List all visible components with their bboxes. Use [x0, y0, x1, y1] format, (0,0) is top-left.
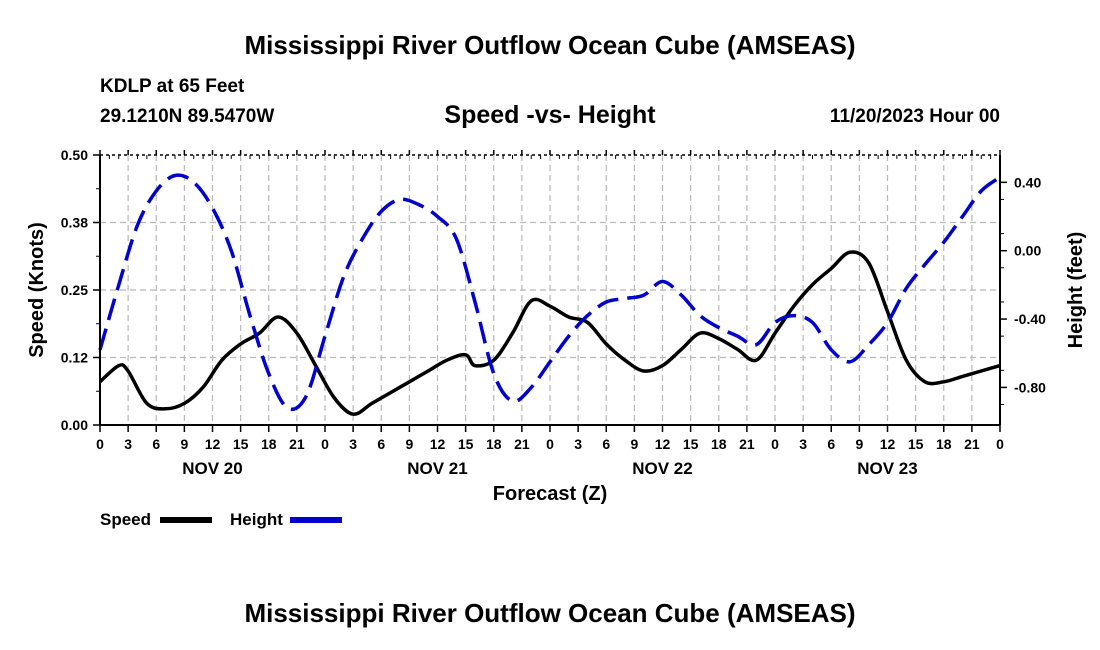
x-tick-label: 0 — [996, 436, 1004, 452]
x-tick-label: 6 — [827, 436, 835, 452]
day-label: NOV 20 — [182, 459, 242, 478]
y-left-tick-label: 0.38 — [61, 215, 88, 231]
y-left-tick-label: 0.50 — [61, 147, 88, 163]
y-left-tick-label: 0.00 — [61, 417, 88, 433]
x-tick-label: 12 — [880, 436, 896, 452]
x-tick-label: 3 — [574, 436, 582, 452]
x-tick-label: 12 — [655, 436, 671, 452]
x-tick-label: 12 — [205, 436, 221, 452]
y-right-axis-title: Height (feet) — [1065, 232, 1087, 349]
y-left-tick-label: 0.12 — [61, 350, 88, 366]
series-layer — [98, 173, 1002, 416]
axis-labels: 0 3 6 9 12 15 18 21 0 3 6 9 12 15 18 21 0 3 6 9 12 15 18 21 0 3 6 9… — [26, 147, 1087, 505]
x-tick-label: 21 — [739, 436, 755, 452]
y-left-axis-title: Speed (Knots) — [26, 222, 48, 358]
y-left-tick-label: 0.25 — [61, 282, 88, 298]
x-tick-label: 12 — [430, 436, 446, 452]
day-label: NOV 21 — [407, 459, 467, 478]
x-tick-label: 15 — [233, 436, 249, 452]
x-tick-label: 9 — [855, 436, 863, 452]
x-tick-label: 3 — [349, 436, 357, 452]
y-right-tick-label: -0.40 — [1014, 311, 1046, 327]
x-tick-label: 0 — [546, 436, 554, 452]
x-axis-title: Forecast (Z) — [493, 483, 607, 505]
x-tick-label: 15 — [458, 436, 474, 452]
x-tick-label: 0 — [321, 436, 329, 452]
x-tick-label: 21 — [514, 436, 530, 452]
bottom-title: Mississippi River Outflow Ocean Cube (AM… — [244, 598, 856, 628]
grid — [100, 155, 1000, 425]
day-label: NOV 23 — [857, 459, 917, 478]
axes — [93, 150, 1007, 432]
x-tick-label: 0 — [96, 436, 104, 452]
x-tick-label: 18 — [711, 436, 727, 452]
y-right-tick-label: 0.40 — [1014, 174, 1041, 190]
x-tick-label: 6 — [377, 436, 385, 452]
main-title: Mississippi River Outflow Ocean Cube (AM… — [244, 30, 856, 60]
legend-speed-label: Speed — [100, 510, 151, 529]
x-tick-label: 6 — [152, 436, 160, 452]
x-tick-label: 15 — [683, 436, 699, 452]
x-tick-label: 21 — [964, 436, 980, 452]
x-tick-label: 18 — [261, 436, 277, 452]
series-line-height — [98, 173, 1002, 412]
x-tick-label: 0 — [771, 436, 779, 452]
x-tick-label: 3 — [124, 436, 132, 452]
x-tick-label: 18 — [486, 436, 502, 452]
coordinates-label: 29.1210N 89.5470W — [100, 106, 275, 127]
x-tick-label: 15 — [908, 436, 924, 452]
station-label: KDLP at 65 Feet — [100, 76, 245, 97]
y-right-tick-label: 0.00 — [1014, 243, 1041, 259]
day-label: NOV 22 — [632, 459, 692, 478]
series-line-speed — [98, 250, 1001, 416]
x-tick-label: 9 — [180, 436, 188, 452]
x-tick-label: 6 — [602, 436, 610, 452]
x-tick-label: 3 — [799, 436, 807, 452]
legend-height-label: Height — [230, 510, 283, 529]
datetime-label: 11/20/2023 Hour 00 — [829, 106, 1000, 127]
x-tick-label: 18 — [936, 436, 952, 452]
x-tick-label: 9 — [630, 436, 638, 452]
y-right-tick-label: -0.80 — [1014, 379, 1046, 395]
x-tick-label: 9 — [405, 436, 413, 452]
x-tick-label: 21 — [289, 436, 305, 452]
chart-title: Speed -vs- Height — [444, 101, 656, 129]
legend: Speed Height — [100, 510, 342, 529]
